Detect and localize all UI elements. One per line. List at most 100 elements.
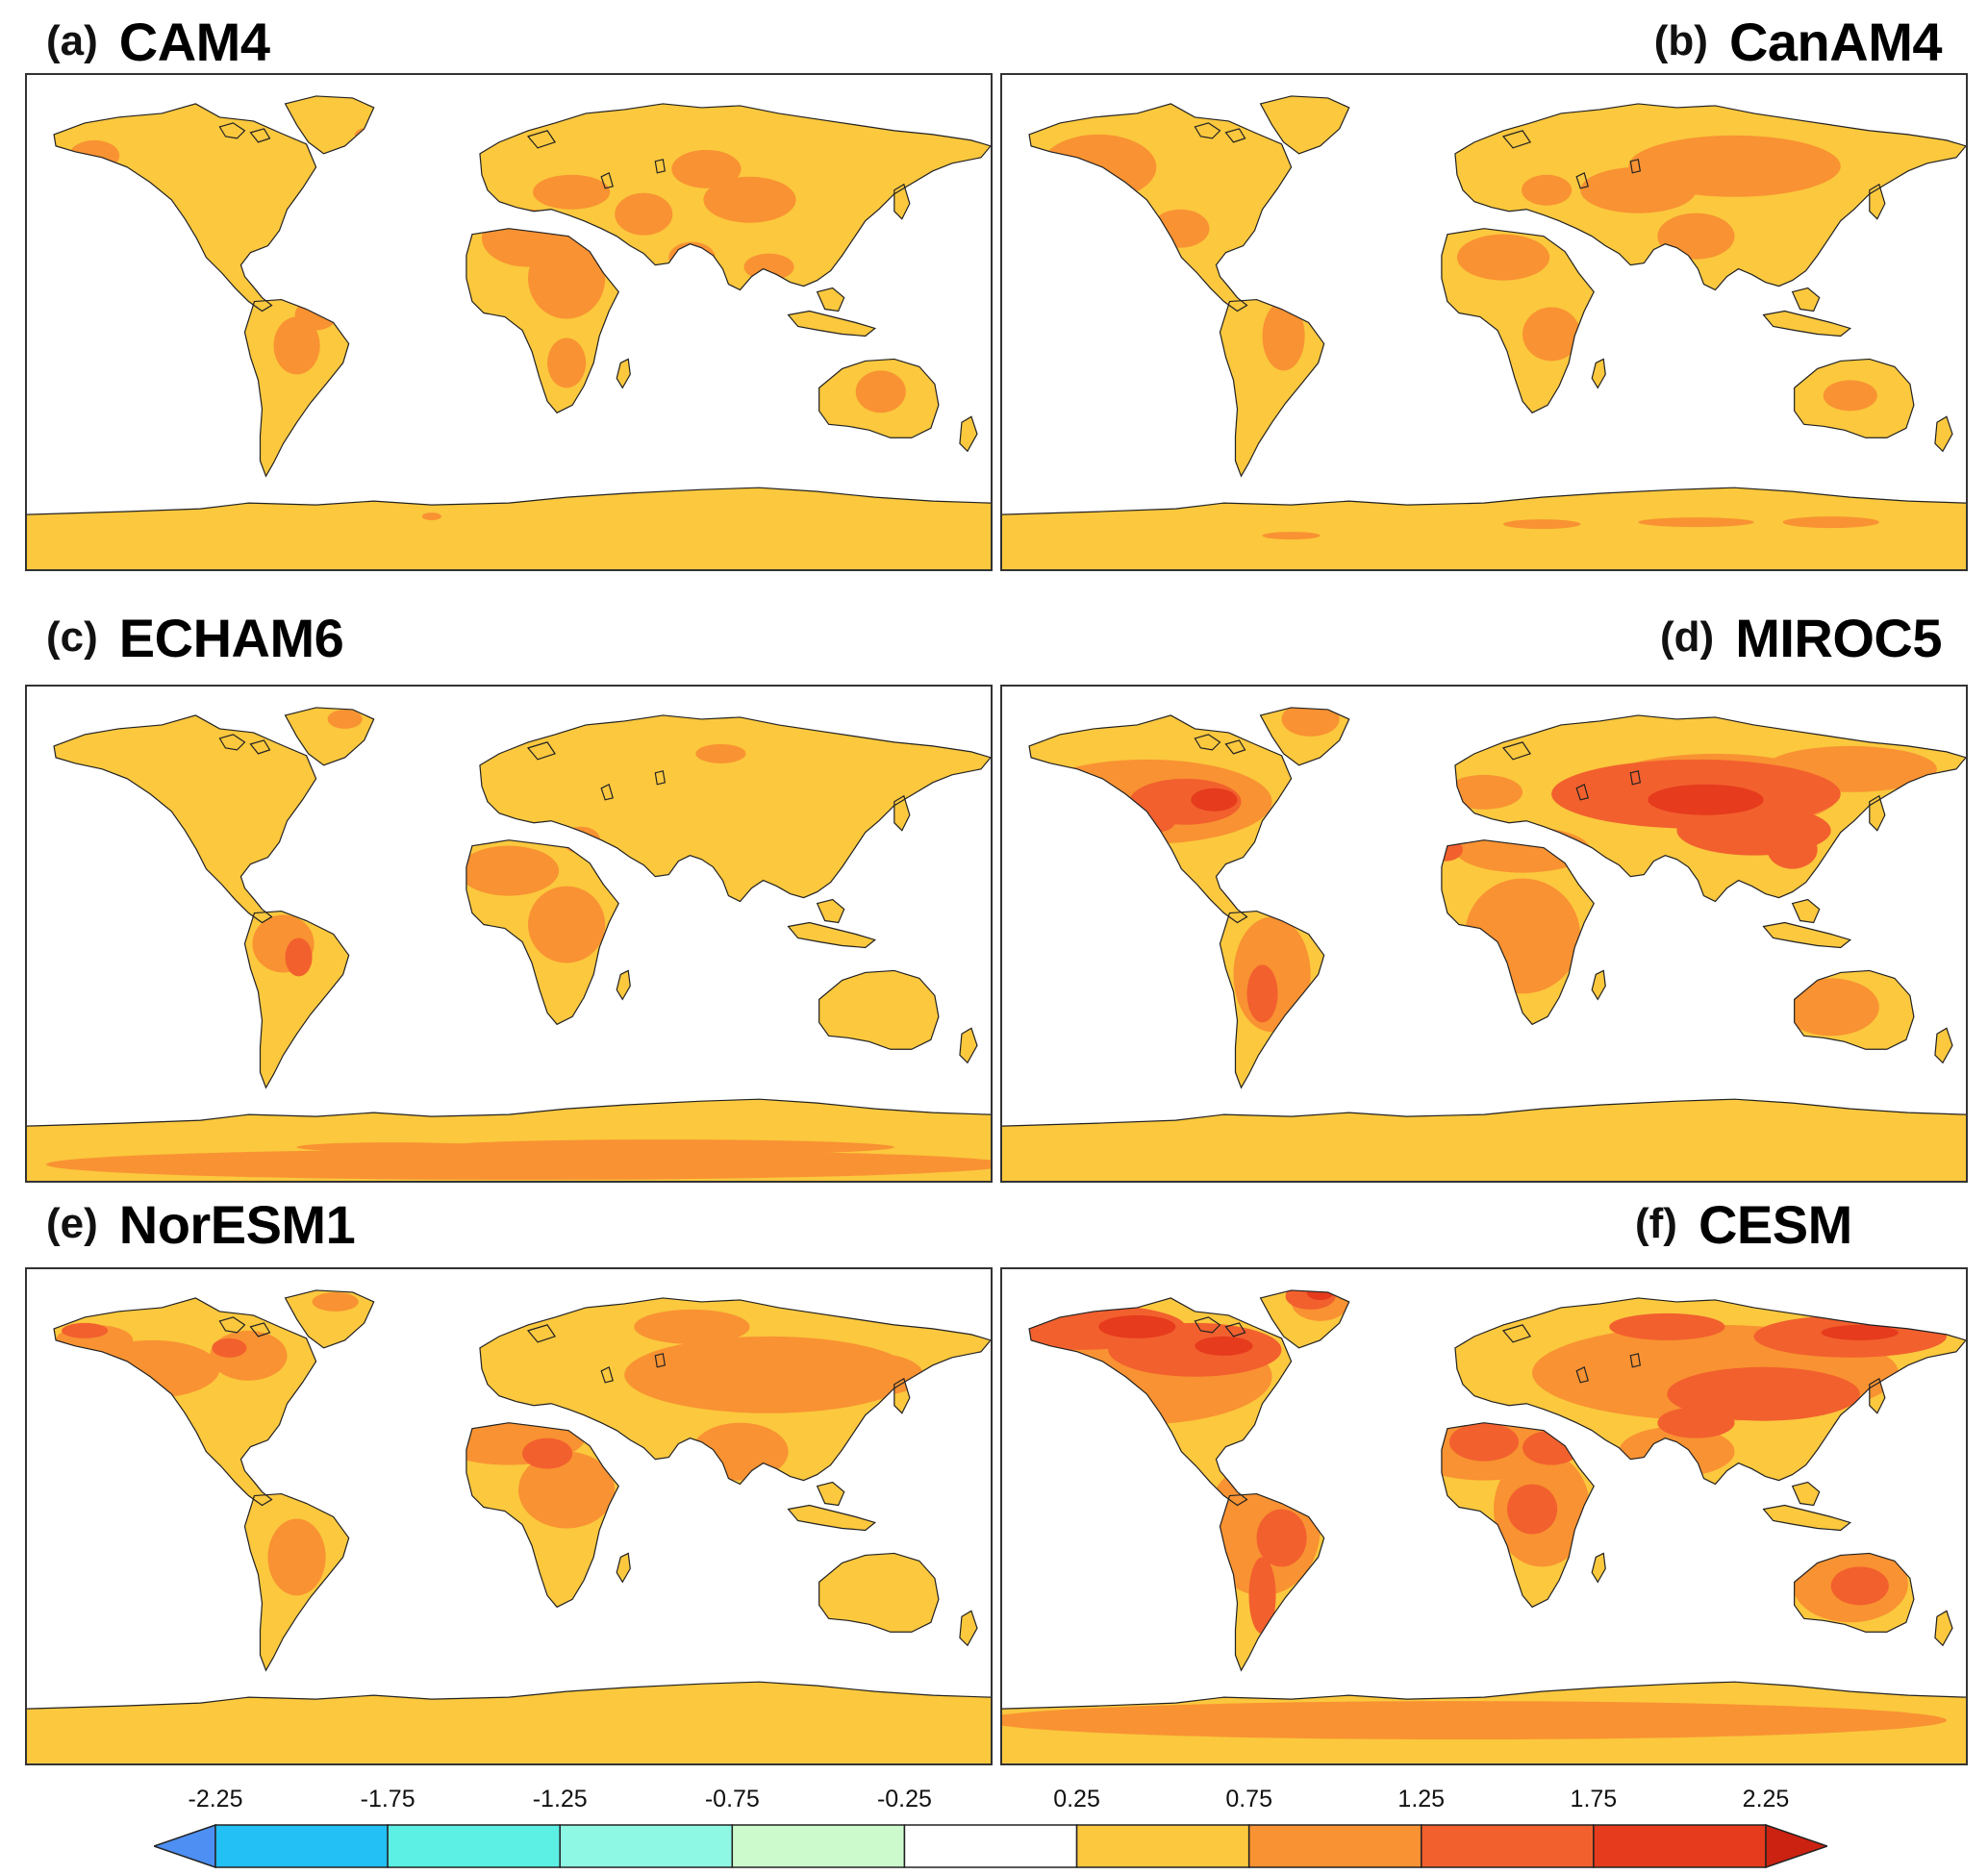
coastline: [249, 739, 271, 755]
coastline: [616, 969, 631, 1001]
anomaly-patch: [273, 316, 320, 375]
coastline: [893, 1377, 911, 1414]
panel-title-e: (e) NorESM1: [46, 1190, 356, 1258]
coastline: [1629, 770, 1642, 786]
anomaly-patch: [1667, 1366, 1860, 1421]
coastline: [1454, 714, 1966, 903]
coastline: [218, 1316, 246, 1334]
colorbar-segment: [731, 1824, 906, 1868]
coastline: [818, 1552, 940, 1633]
anomaly-patch: [855, 370, 906, 413]
anomaly-patch: [624, 1336, 914, 1413]
coastline: [959, 1610, 978, 1647]
anomaly-patch: [212, 1338, 247, 1358]
anomaly-patch: [1248, 1557, 1276, 1635]
landmass: [617, 1553, 631, 1583]
anomaly-patch: [327, 709, 363, 729]
panel-title-d: (d) MIROC5: [1660, 604, 1942, 671]
map-panel-a: [25, 73, 993, 571]
coastline: [1934, 415, 1953, 453]
colorbar: -2.25 -1.75 -1.25 -0.75 -0.25 0.25 0.75 1.25 1.7…: [154, 1784, 1827, 1870]
colorbar-segment: [1075, 1824, 1250, 1868]
coastline: [1194, 1316, 1221, 1334]
coastline: [466, 1422, 619, 1609]
anomaly-patch: [1041, 134, 1157, 200]
panel-title-c: (c) ECHAM6: [46, 604, 344, 671]
coastline: [818, 358, 940, 438]
anomaly-patch: [562, 826, 601, 854]
panel-label: (e): [46, 1200, 98, 1247]
landmass: [817, 899, 844, 923]
coastline: [1794, 969, 1915, 1050]
world-map: [27, 707, 991, 1181]
coastline: [284, 95, 375, 155]
colorbar-segment: [559, 1824, 734, 1868]
landmass: [818, 1553, 939, 1633]
landmass: [1792, 899, 1820, 923]
coastline: [27, 1098, 991, 1127]
colorbar-tick-label: -1.25: [532, 1786, 588, 1812]
coastline: [1219, 1492, 1325, 1672]
coastline: [893, 183, 911, 220]
coastline: [1934, 1027, 1953, 1064]
anomaly-patch: [1503, 519, 1581, 530]
land-shading: [27, 707, 991, 1181]
land-shading: [27, 95, 991, 569]
colorbar-tick-label: 2.25: [1742, 1786, 1790, 1812]
coastline: [1629, 159, 1642, 174]
coastline: [1794, 358, 1915, 438]
coastline: [600, 171, 614, 189]
coastline: [893, 794, 911, 832]
coastline: [1791, 1481, 1821, 1507]
landmass: [1934, 1028, 1952, 1063]
coastline: [1575, 783, 1589, 801]
anomaly-patch: [528, 886, 606, 963]
landmass: [1792, 288, 1820, 312]
panel-label: (a): [46, 17, 98, 64]
colorbar-tick-label: -0.25: [876, 1786, 932, 1812]
anomaly-patch: [1137, 809, 1176, 833]
landmass: [788, 922, 875, 948]
landmass: [1934, 416, 1952, 452]
antarctica: [1002, 1099, 1966, 1181]
anomaly-patch: [312, 1291, 359, 1312]
anomaly-patch: [1454, 826, 1591, 873]
colorbar-segment: [214, 1824, 389, 1868]
landmass: [617, 359, 631, 388]
coastline: [818, 969, 940, 1050]
coastline: [654, 159, 667, 174]
anomaly-patch: [1262, 301, 1305, 371]
anomaly-patch: [1195, 1336, 1253, 1356]
landmass: [1763, 311, 1850, 337]
coastline: [479, 103, 991, 291]
coastline: [53, 103, 317, 312]
anomaly-patch: [634, 1309, 750, 1344]
coastline: [1224, 128, 1246, 143]
anomaly-contours: [1021, 707, 1937, 1037]
coastline: [1002, 1098, 1966, 1127]
coastline: [1869, 1377, 1886, 1414]
coastline: [1259, 95, 1350, 155]
anomaly-patch: [522, 1438, 573, 1469]
anomaly-patch: [1657, 1407, 1735, 1438]
coastline: [249, 128, 271, 143]
coastline: [1869, 794, 1886, 832]
world-map: [27, 1289, 991, 1763]
coastline: [1934, 1610, 1953, 1647]
coastline: [1591, 1552, 1606, 1584]
landmass: [1763, 1505, 1850, 1531]
anomaly-patch: [294, 299, 338, 331]
anomaly-patch: [1448, 1422, 1520, 1462]
coastline: [1259, 707, 1350, 766]
coastlines: [1002, 95, 1966, 515]
coastline: [1194, 734, 1221, 751]
coastline: [1762, 310, 1852, 338]
anomaly-contours: [1002, 1289, 1947, 1740]
anomaly-patch: [615, 192, 673, 236]
anomaly-patch: [1002, 1701, 1947, 1740]
map-panel-d: [1000, 685, 1968, 1183]
coastline: [1028, 103, 1293, 312]
coastline: [1219, 298, 1325, 478]
colorbar-tick-label: -2.25: [188, 1786, 243, 1812]
coastline: [1575, 171, 1589, 189]
